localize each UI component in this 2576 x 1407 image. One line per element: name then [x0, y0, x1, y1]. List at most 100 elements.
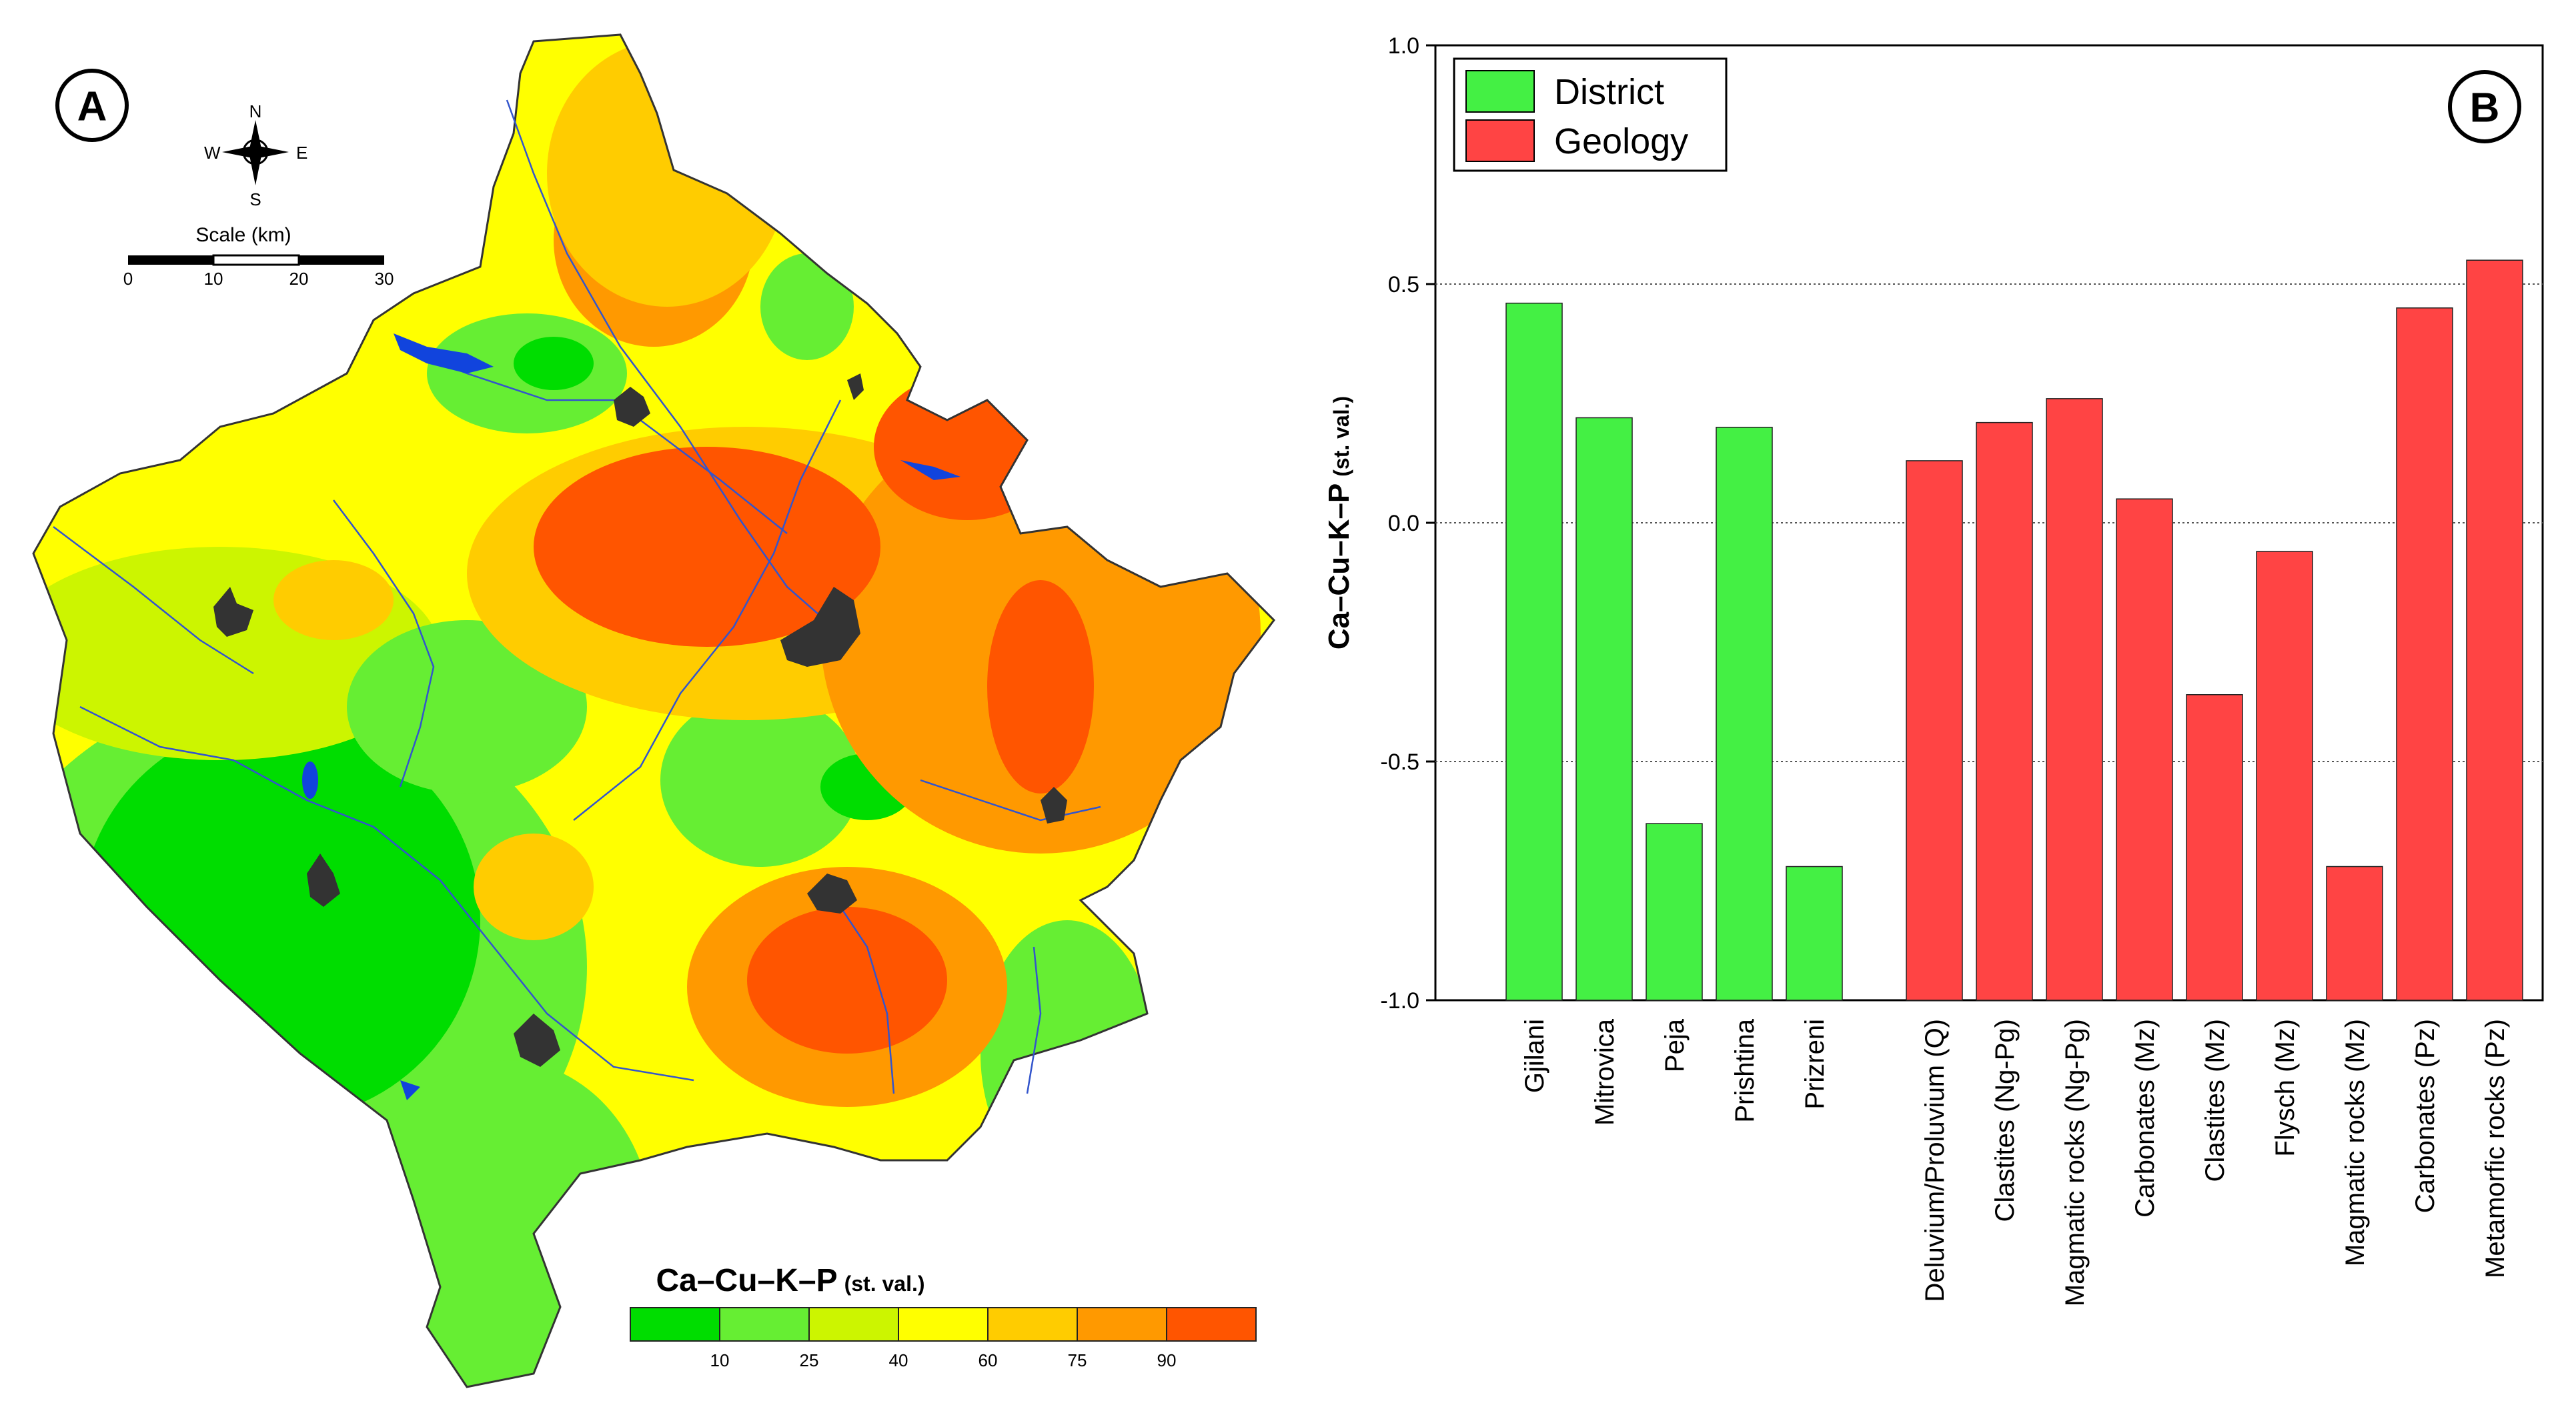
colorbar-tick-label: 75 [1068, 1350, 1087, 1370]
bar-district [1786, 866, 1843, 1001]
colorbar-ticks: 10 25 40 60 75 90 [710, 1350, 1177, 1370]
x-tick-label: Magmatic rocks (Ng-Pg) [2060, 1019, 2090, 1306]
map-zone-ne-green [760, 253, 854, 360]
bar-geology [2466, 259, 2523, 1001]
x-tick-label: Gjilani [1520, 1019, 1549, 1093]
x-labels: Gjilani Mitrovica Peja Prishtina Prizreni Del… [1520, 1018, 2510, 1306]
bar-geology [2186, 694, 2243, 1001]
legend: District Geology [1453, 57, 1728, 172]
city [213, 587, 253, 637]
map-zone-south-red [747, 907, 947, 1054]
river [53, 526, 254, 675]
x-tick-label: Clastites (Ng-Pg) [1990, 1019, 2020, 1222]
legend-swatch-district [1465, 70, 1535, 113]
colorbar-cell [808, 1307, 899, 1342]
lake [900, 460, 960, 480]
panel-a-map: A N S E W Scale (km) 0 10 20 30 Ca–Cu–K–… [32, 33, 1275, 1388]
colorbar-cell [630, 1307, 720, 1342]
bar-district [1575, 417, 1633, 1001]
bar-district [1716, 427, 1773, 1001]
colorbar-cell [1166, 1307, 1257, 1342]
colorbar-cell [898, 1307, 989, 1342]
panel-a-label: A [55, 69, 129, 142]
compass-w: W [204, 143, 221, 163]
city [307, 854, 340, 907]
scale-title: Scale (km) [195, 224, 291, 246]
city [780, 587, 860, 667]
x-tick-label: Magmatic rocks (Mz) [2341, 1019, 2370, 1266]
city [614, 387, 650, 427]
compass-rose: N S E W [204, 101, 307, 209]
river [1026, 946, 1042, 1094]
bar-geology [2256, 551, 2313, 1001]
map-zone-east-red [987, 580, 1094, 794]
x-tick-label: Deluvium/Proluvium (Q) [1920, 1019, 1950, 1302]
river [506, 99, 841, 634]
legend-label-district: District [1554, 72, 1664, 112]
panel-b-letter: B [2470, 85, 2500, 131]
lake [394, 333, 494, 373]
bar-geology [1906, 460, 1963, 1001]
y-axis-label-main: Ca–Cu–K–P [1323, 483, 1355, 649]
colorbar-tick-label: 60 [979, 1350, 998, 1370]
legend-swatch-geology [1465, 119, 1535, 162]
y-tick-label: -1.0 [1380, 988, 1419, 1014]
colorbar-title-main: Ca–Cu–K–P [656, 1263, 837, 1298]
bar-geology [2046, 398, 2103, 1001]
y-axis-label-sub: (st. val.) [1329, 396, 1353, 477]
cities [213, 373, 1067, 1067]
kosovo-border [32, 33, 1275, 1388]
map-zone-sw-orange [474, 834, 594, 940]
legend-label-geology: Geology [1554, 121, 1688, 161]
x-tick-label: Mitrovica [1590, 1018, 1620, 1126]
y-tick-label: 1.0 [1388, 33, 1419, 59]
map-zone-north-gold [547, 40, 787, 307]
bar-geology [2116, 498, 2173, 1001]
x-tick-label: Clastites (Mz) [2200, 1019, 2230, 1182]
river [333, 499, 435, 788]
colorbar-tick-label: 25 [800, 1350, 819, 1370]
map-zone-south-green [360, 1060, 654, 1387]
compass-n: N [249, 101, 262, 121]
scale-tick: 0 [123, 269, 133, 289]
map-zone-se-green [981, 920, 1154, 1187]
y-tick-label: -0.5 [1380, 750, 1419, 775]
river [573, 399, 842, 821]
colorbar-title: Ca–Cu–K–P (st. val.) [656, 1263, 924, 1298]
bar-geology [2326, 866, 2383, 1001]
river [920, 779, 1101, 822]
scale-tick: 20 [289, 269, 309, 289]
city [1041, 787, 1067, 824]
colorbar-title-sub: (st. val.) [844, 1272, 925, 1296]
y-axis: 1.0 0.5 0.0 -0.5 -1.0 [1380, 33, 1435, 1014]
x-tick-label: Carbonates (Pz) [2411, 1019, 2440, 1213]
lakes [302, 333, 960, 1100]
colorbar: Ca–Cu–K–P (st. val.) 10 25 40 60 75 90 [630, 1263, 1257, 1370]
colorbar-cell [987, 1307, 1078, 1342]
scale-tick: 10 [204, 269, 223, 289]
city [807, 874, 857, 914]
bar-geology [2396, 307, 2453, 1001]
colorbar-cells [630, 1307, 1257, 1342]
compass-e: E [296, 143, 307, 163]
colorbar-cell [719, 1307, 810, 1342]
rivers [53, 99, 1101, 1094]
y-tick-label: 0.0 [1388, 511, 1419, 536]
y-axis-label: Ca–Cu–K–P (st. val.) [1323, 396, 1355, 649]
compass-s: S [249, 189, 261, 209]
city [847, 373, 864, 400]
river [826, 886, 895, 1094]
x-tick-label: Peja [1660, 1018, 1690, 1072]
map-zone-north-deepgreen [514, 337, 594, 390]
panel-b-label: B [2448, 70, 2521, 143]
y-tick-label: 0.5 [1388, 272, 1419, 297]
x-tick-label: Flysch (Mz) [2271, 1019, 2300, 1157]
bar-geology [1976, 421, 2033, 1001]
bars [1505, 259, 2523, 1001]
x-tick-label: Prizreni [1800, 1019, 1830, 1110]
x-tick-label: Prishtina [1730, 1018, 1760, 1122]
map-zone-west-orange [273, 560, 394, 640]
lake [302, 762, 318, 799]
colorbar-tick-label: 90 [1157, 1350, 1177, 1370]
x-tick-label: Carbonates (Mz) [2130, 1019, 2160, 1218]
